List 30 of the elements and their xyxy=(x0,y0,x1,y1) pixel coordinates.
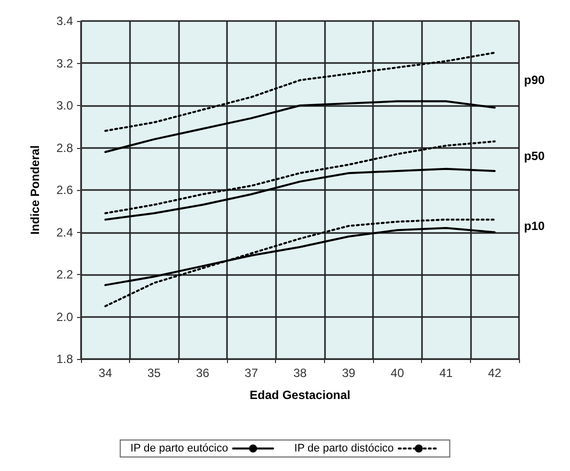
legend-label: IP de parto eutócico xyxy=(130,442,228,454)
x-axis-title: Edad Gestacional xyxy=(250,388,350,402)
line-series xyxy=(104,140,496,214)
y-tick-label: 1.8 xyxy=(56,352,74,366)
text: p90 xyxy=(524,73,546,88)
line-series xyxy=(104,168,496,221)
x-tick-label: 42 xyxy=(488,366,502,380)
y-tick-label: 2.8 xyxy=(56,140,74,155)
line-series xyxy=(104,100,496,153)
x-tick-label: 34 xyxy=(98,366,112,380)
line-series xyxy=(104,52,496,132)
x-tick-label: 35 xyxy=(147,366,161,380)
y-tick-label: 2.0 xyxy=(56,310,74,324)
y-tick-label: 2.2 xyxy=(56,268,74,282)
x-tick-label: 40 xyxy=(390,366,404,380)
x-tick-label: 39 xyxy=(342,366,356,380)
text: p10 xyxy=(524,218,546,233)
line-series xyxy=(104,218,496,308)
y-tick-label: 3.4 xyxy=(56,14,74,28)
y-tick-label: 3.2 xyxy=(56,56,74,70)
x-tick-label: 37 xyxy=(244,366,258,380)
y-axis-title: Indice Ponderal xyxy=(28,145,42,235)
y-tick-label: 3.0 xyxy=(56,98,74,112)
x-tick-label: 41 xyxy=(439,366,453,380)
text: p50 xyxy=(524,149,546,164)
legend-label: IP de parto distócico xyxy=(294,442,394,454)
x-tick-label: 38 xyxy=(293,366,307,380)
y-tick-label: 2.6 xyxy=(56,183,74,197)
x-tick-label: 36 xyxy=(196,366,210,380)
y-tick-label: 2.4 xyxy=(56,225,74,240)
